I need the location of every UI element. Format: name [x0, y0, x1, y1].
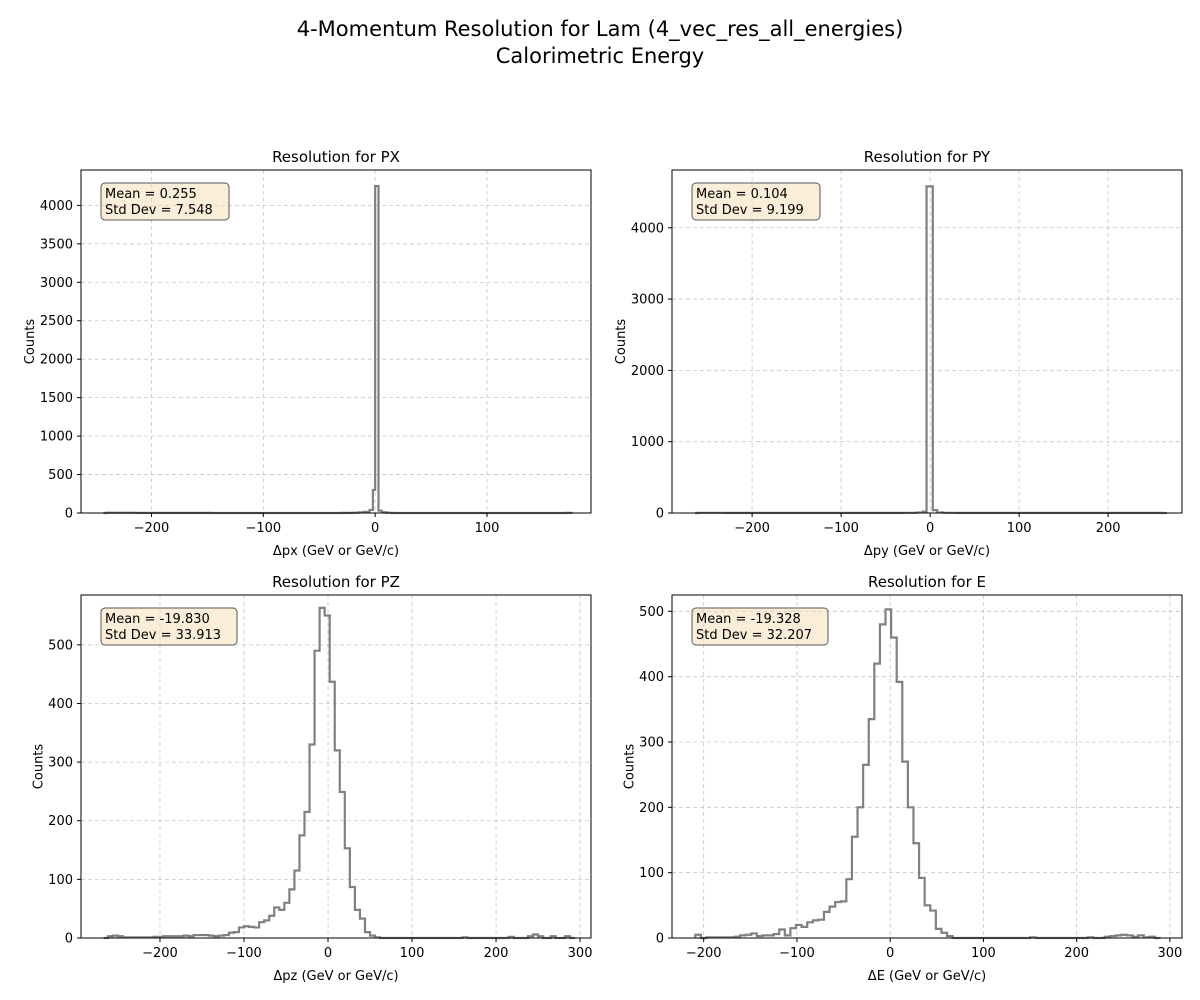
histogram-step-e — [694, 608, 1161, 940]
y-tick-label-py-4: 4000 — [631, 221, 664, 236]
x-tick-label-e-3: 100 — [971, 946, 996, 961]
stats-std-pz: Std Dev = 33.913 — [105, 628, 221, 643]
stats-mean-px: Mean = 0.255 — [105, 187, 197, 202]
y-tick-label-px-0: 0 — [65, 507, 73, 522]
axes-frame-pz — [80, 594, 592, 939]
x-tick-label-pz-5: 300 — [568, 946, 593, 961]
stats-std-px: Std Dev = 7.548 — [105, 203, 213, 218]
panel-title-e: Resolution for E — [868, 573, 986, 591]
x-tick-label-py-2: 0 — [926, 521, 934, 536]
x-tick-label-py-4: 200 — [1096, 521, 1121, 536]
stats-std-py: Std Dev = 9.199 — [696, 203, 804, 218]
y-tick-label-px-3: 1500 — [40, 391, 73, 406]
y-tick-label-pz-0: 0 — [65, 932, 73, 947]
axes-frame-py — [671, 169, 1183, 514]
stats-std-e: Std Dev = 32.207 — [696, 628, 812, 643]
y-tick-label-px-1: 500 — [48, 468, 73, 483]
axes-frame-px — [80, 169, 592, 514]
x-tick-label-pz-4: 200 — [484, 946, 509, 961]
y-tick-label-pz-3: 300 — [48, 756, 73, 771]
y-tick-label-pz-4: 400 — [48, 697, 73, 712]
stats-mean-pz: Mean = -19.830 — [105, 612, 210, 627]
x-tick-label-e-4: 200 — [1064, 946, 1089, 961]
stats-box-py — [691, 182, 821, 221]
y-tick-label-px-2: 1000 — [40, 430, 73, 445]
x-tick-label-pz-2: 0 — [324, 946, 332, 961]
figure-title: 4-Momentum Resolution for Lam (4_vec_res… — [296, 17, 904, 41]
x-tick-label-px-2: 0 — [371, 521, 379, 536]
histogram-step-pz — [103, 606, 576, 940]
y-tick-label-pz-2: 200 — [48, 814, 73, 829]
stats-box-pz — [100, 607, 238, 646]
x-tick-label-py-3: 100 — [1007, 521, 1032, 536]
x-tick-label-px-1: −100 — [245, 521, 281, 536]
x-tick-label-e-5: 300 — [1157, 946, 1182, 961]
stats-mean-py: Mean = 0.104 — [696, 187, 788, 202]
x-tick-label-pz-0: −200 — [142, 946, 178, 961]
y-tick-label-py-1: 1000 — [631, 435, 664, 450]
x-tick-label-e-1: −100 — [779, 946, 815, 961]
y-tick-label-e-5: 500 — [639, 605, 664, 620]
x-tick-label-pz-1: −100 — [226, 946, 262, 961]
y-tick-label-py-0: 0 — [656, 507, 664, 522]
stats-box-px — [100, 182, 230, 221]
y-tick-label-px-6: 3000 — [40, 276, 73, 291]
y-axis-label-py: Counts — [614, 319, 629, 365]
x-tick-label-e-2: 0 — [886, 946, 894, 961]
y-tick-label-e-2: 200 — [639, 801, 664, 816]
y-tick-label-px-4: 2000 — [40, 353, 73, 368]
y-tick-label-pz-5: 500 — [48, 638, 73, 653]
histogram-step-py — [695, 185, 1167, 515]
x-axis-label-px: Δpx (GeV or GeV/c) — [273, 544, 399, 559]
y-tick-label-pz-1: 100 — [48, 873, 73, 888]
y-tick-label-px-8: 4000 — [40, 199, 73, 214]
panel-title-pz: Resolution for PZ — [272, 573, 400, 591]
x-axis-label-e: ΔE (GeV or GeV/c) — [868, 969, 986, 984]
x-tick-label-e-0: −200 — [686, 946, 722, 961]
y-axis-label-pz: Counts — [31, 744, 46, 790]
panel-px: −200 −100 0 1000500100015002000250030003500… — [23, 148, 592, 559]
panel-py: −200 −100 0 100 20001000200030004000Resoluti… — [614, 148, 1183, 559]
y-tick-label-px-7: 3500 — [40, 237, 73, 252]
x-tick-label-py-0: −200 — [734, 521, 770, 536]
panel-e: −200 −100 0 100 200 300 0 100 200 300 400 500 Resolu… — [622, 573, 1183, 984]
panel-title-px: Resolution for PX — [272, 148, 400, 166]
axes-frame-e — [671, 594, 1183, 939]
y-tick-label-e-0: 0 — [656, 932, 664, 947]
y-tick-label-e-3: 300 — [639, 736, 664, 751]
y-tick-label-e-4: 400 — [639, 670, 664, 685]
panel-pz: −200 −100 0 100 200 300 0 100 200 300 400 500 Resolu… — [31, 573, 592, 984]
stats-mean-e: Mean = -19.328 — [696, 612, 801, 627]
y-tick-label-py-2: 2000 — [631, 364, 664, 379]
y-tick-label-py-3: 3000 — [631, 293, 664, 308]
x-axis-label-pz: Δpz (GeV or GeV/c) — [273, 969, 398, 984]
x-axis-label-py: Δpy (GeV or GeV/c) — [864, 544, 990, 559]
x-tick-label-px-3: 100 — [475, 521, 500, 536]
stats-box-e — [691, 607, 829, 646]
y-axis-label-px: Counts — [23, 319, 38, 365]
y-tick-label-e-1: 100 — [639, 866, 664, 881]
x-tick-label-pz-3: 100 — [400, 946, 425, 961]
x-tick-label-px-0: −200 — [134, 521, 170, 536]
histogram-step-px — [103, 185, 574, 515]
figure-subtitle: Calorimetric Energy — [495, 44, 705, 68]
x-tick-label-py-1: −100 — [823, 521, 859, 536]
y-axis-label-e: Counts — [622, 744, 637, 790]
y-tick-label-px-5: 2500 — [40, 314, 73, 329]
panel-title-py: Resolution for PY — [864, 148, 991, 166]
